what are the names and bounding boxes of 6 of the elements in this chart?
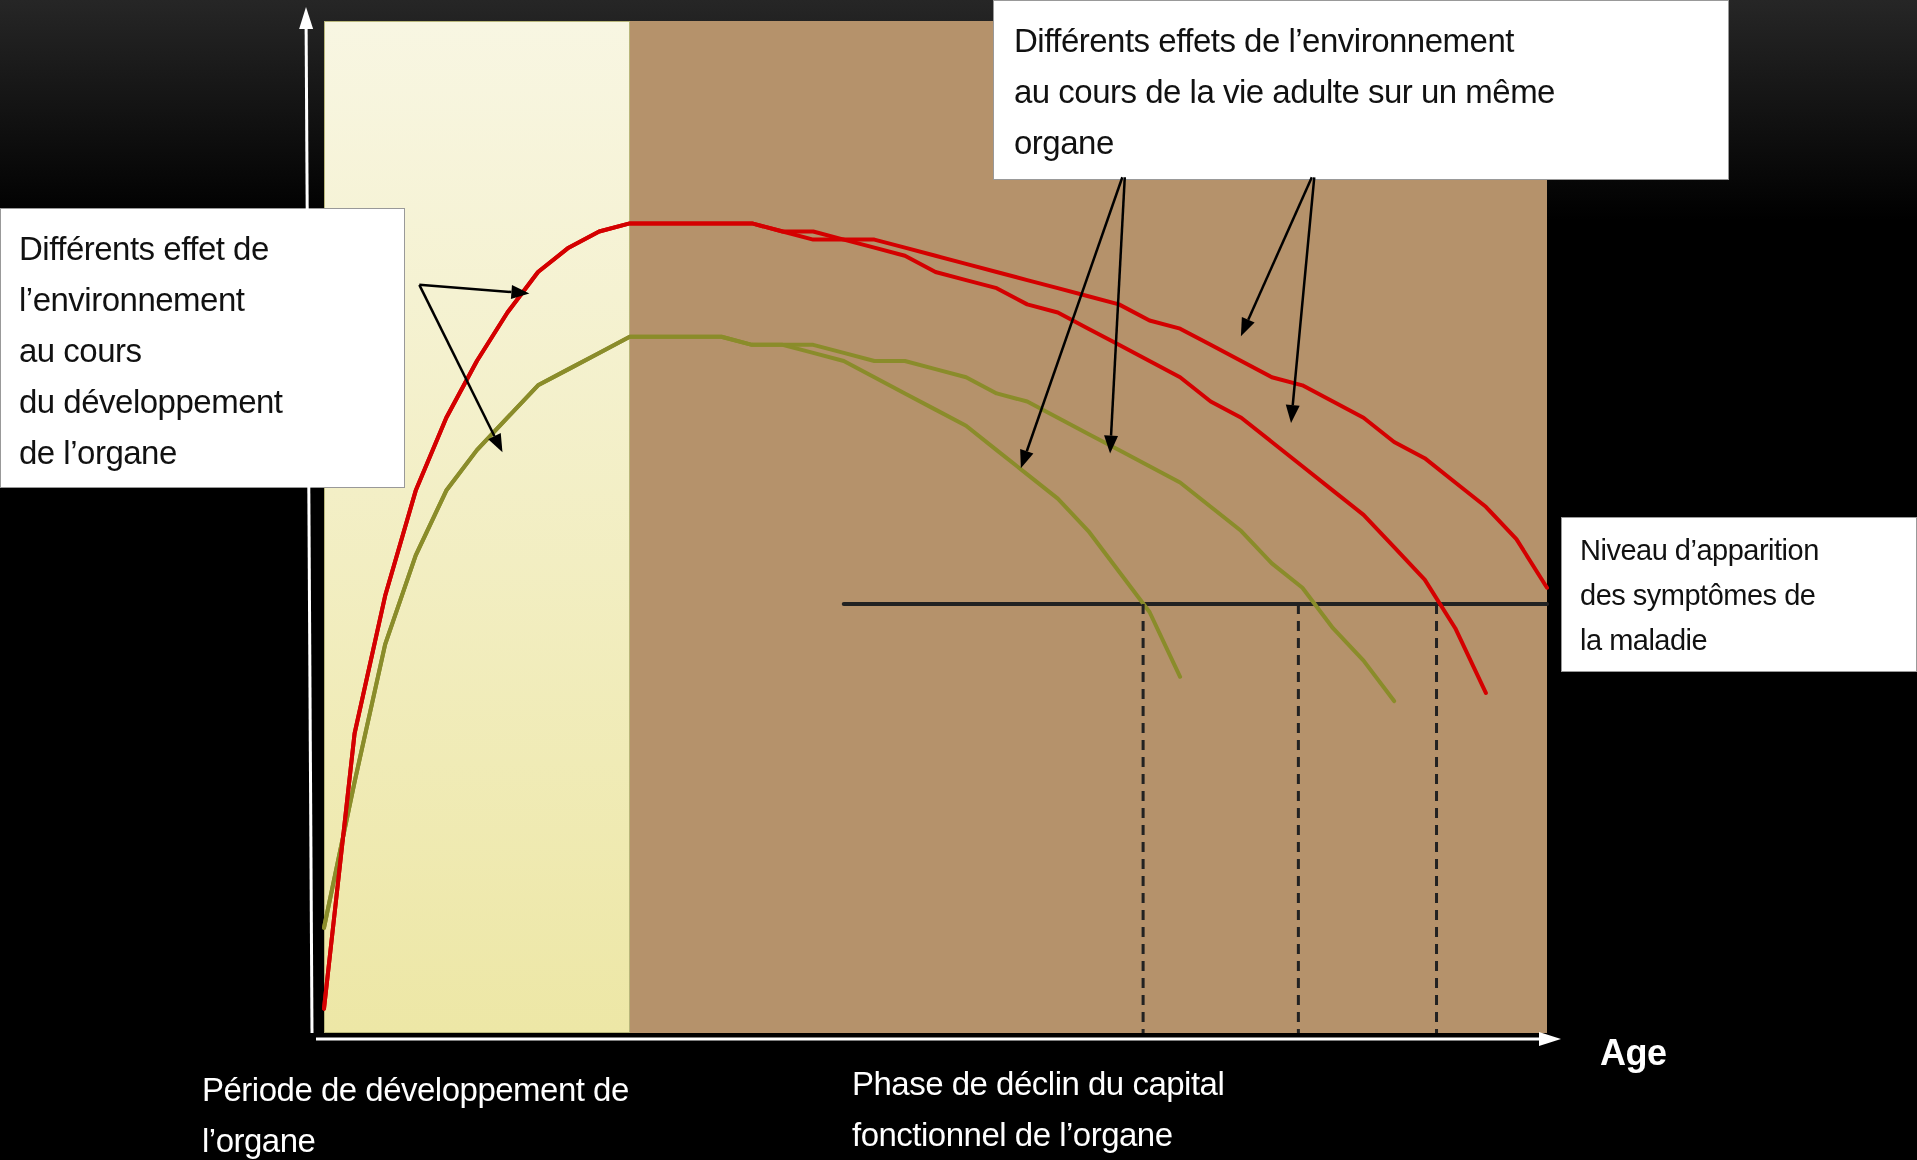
text: Phase de déclin du capital fonctionnel de l’organe [852,1064,1225,1155]
callout-box: Différents effets de l’environnement au cours de la vie adulte sur un même organe [993,0,1729,180]
callout-box: Niveau d’apparition des symptômes de la maladie [1561,517,1917,672]
callout-box: Différents effet de l’environnement au cours du développement de l’organe [0,208,405,488]
x-axis-title: Age [1600,1032,1667,1074]
text: Période de développement de l’organe [202,1070,629,1160]
